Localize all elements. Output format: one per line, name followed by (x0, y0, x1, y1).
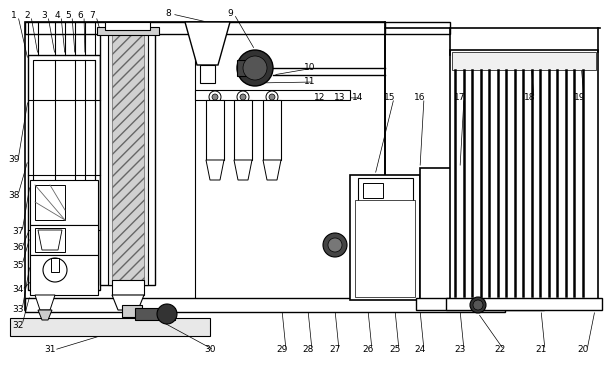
Bar (237, 60, 255, 76)
Bar (206, 100, 224, 160)
Circle shape (243, 56, 267, 80)
Bar (25, 298, 505, 312)
Bar (446, 298, 602, 310)
Text: 31: 31 (44, 345, 56, 355)
Bar (30, 180, 98, 225)
Bar (416, 298, 544, 310)
Bar (25, 22, 385, 310)
Bar (33, 60, 95, 285)
Bar (263, 100, 281, 160)
Text: 32: 32 (12, 320, 24, 330)
Text: 16: 16 (415, 94, 426, 102)
Polygon shape (112, 295, 144, 310)
Text: 39: 39 (8, 156, 20, 164)
Bar (195, 90, 350, 100)
Bar (51, 258, 59, 272)
Bar (112, 280, 144, 295)
Circle shape (328, 238, 342, 252)
Bar (97, 27, 159, 35)
Text: 5: 5 (65, 11, 71, 21)
Circle shape (473, 300, 483, 310)
Text: 20: 20 (578, 345, 588, 355)
Bar (420, 168, 540, 308)
Text: 36: 36 (12, 243, 24, 252)
Circle shape (157, 304, 177, 324)
Text: 1: 1 (11, 11, 17, 21)
Bar (385, 22, 450, 34)
Polygon shape (234, 160, 252, 180)
Text: 21: 21 (535, 345, 547, 355)
Text: 13: 13 (335, 94, 346, 102)
Bar (200, 65, 215, 83)
Polygon shape (35, 295, 55, 310)
Text: 12: 12 (315, 94, 325, 102)
Circle shape (266, 91, 278, 103)
Polygon shape (33, 60, 95, 175)
Circle shape (43, 258, 67, 282)
Polygon shape (185, 22, 230, 65)
Text: 28: 28 (302, 345, 314, 355)
Text: 18: 18 (524, 94, 536, 102)
Circle shape (237, 91, 249, 103)
Bar (35, 185, 65, 220)
Text: 34: 34 (12, 286, 24, 294)
Polygon shape (38, 230, 62, 250)
Text: 4: 4 (54, 11, 60, 21)
Bar (28, 55, 100, 290)
Bar (350, 175, 420, 300)
Bar (10, 318, 210, 336)
Bar (35, 228, 65, 252)
Polygon shape (38, 310, 52, 320)
Text: 10: 10 (304, 63, 316, 73)
Text: 23: 23 (454, 345, 465, 355)
Circle shape (237, 50, 273, 86)
Text: 6: 6 (77, 11, 83, 21)
Text: 22: 22 (494, 345, 505, 355)
Bar (30, 255, 98, 295)
Text: 26: 26 (362, 345, 374, 355)
Text: 14: 14 (352, 94, 364, 102)
Text: 2: 2 (24, 11, 30, 21)
Bar (358, 178, 413, 203)
Bar (363, 183, 383, 198)
Bar (100, 30, 155, 285)
Circle shape (240, 94, 246, 100)
Text: 29: 29 (276, 345, 288, 355)
Bar (450, 50, 598, 308)
Bar (112, 35, 144, 280)
Polygon shape (206, 160, 224, 180)
Text: 9: 9 (227, 10, 233, 18)
Bar (234, 100, 252, 160)
Text: 7: 7 (89, 11, 95, 21)
Circle shape (212, 94, 218, 100)
Bar (105, 22, 150, 30)
Text: 17: 17 (454, 94, 466, 102)
Circle shape (323, 233, 347, 257)
Text: 3: 3 (41, 11, 47, 21)
Text: 30: 30 (204, 345, 216, 355)
Text: 8: 8 (165, 10, 171, 18)
Text: 38: 38 (8, 190, 20, 200)
Text: 37: 37 (12, 228, 24, 236)
Text: 11: 11 (304, 77, 316, 87)
Bar (135, 308, 175, 320)
Bar (452, 52, 596, 70)
Bar (108, 30, 148, 285)
Text: 15: 15 (384, 94, 396, 102)
Bar (355, 200, 415, 297)
Circle shape (269, 94, 275, 100)
Circle shape (209, 91, 221, 103)
Text: 33: 33 (12, 305, 24, 315)
Text: 19: 19 (574, 94, 586, 102)
Text: 25: 25 (389, 345, 401, 355)
Circle shape (470, 297, 486, 313)
Text: 27: 27 (329, 345, 341, 355)
Bar (30, 225, 98, 255)
Bar (122, 305, 142, 317)
Text: 35: 35 (12, 261, 24, 269)
Bar (25, 22, 385, 34)
Polygon shape (263, 160, 281, 180)
Text: 24: 24 (415, 345, 425, 355)
